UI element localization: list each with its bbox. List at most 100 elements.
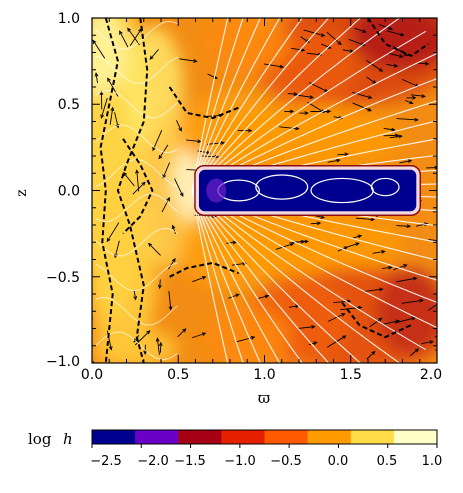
- arrow-shaft: [427, 303, 437, 311]
- arrow-head: [300, 47, 306, 52]
- arrow-head: [127, 27, 132, 32]
- colorbar-segment: [264, 430, 309, 444]
- arrow-shaft: [421, 341, 433, 344]
- velocity-arrow: [135, 169, 140, 192]
- arrow-shaft: [119, 30, 129, 48]
- arrow-shaft: [352, 102, 372, 112]
- velocity-arrow: [289, 239, 306, 244]
- arrow-shaft: [405, 99, 413, 104]
- arrow-shaft: [366, 351, 376, 360]
- arrow-head: [108, 346, 113, 351]
- velocity-arrow: [284, 109, 295, 114]
- arrow-shaft: [383, 128, 395, 131]
- velocity-arrow: [383, 133, 400, 138]
- arrow-shaft: [177, 328, 187, 338]
- y-tick-labels: 1.0 0.5 0.0 −0.5 −1.0: [46, 11, 80, 370]
- arrow-head: [411, 316, 416, 321]
- colorbar-tick-label: 1.0: [422, 454, 443, 469]
- velocity-arrow: [381, 265, 393, 270]
- arrow-shaft: [365, 59, 383, 72]
- arrow-head: [106, 237, 111, 243]
- colorbar-ticks: [91, 444, 438, 448]
- field-line: [95, 193, 178, 222]
- velocity-arrow: [389, 134, 403, 139]
- arrow-shaft: [288, 305, 299, 308]
- arrow-head: [409, 100, 414, 105]
- arrow-shaft: [307, 101, 325, 113]
- x-tick-labels: 0.0 0.5 1.0 1.5 2.0: [81, 367, 442, 383]
- arrow-head: [300, 239, 306, 244]
- arrow-shaft: [168, 258, 176, 270]
- velocity-arrow: [143, 344, 148, 355]
- arrow-head: [178, 127, 182, 132]
- arrow-shaft: [409, 348, 419, 357]
- arrow-head: [403, 264, 408, 268]
- arrow-head: [157, 284, 162, 290]
- disk-fill: [198, 169, 417, 212]
- arrow-head: [232, 240, 238, 245]
- dashed-contour: [122, 138, 154, 235]
- velocity-arrow: [401, 298, 424, 304]
- arrow-shaft: [416, 62, 429, 65]
- field-line: [191, 18, 244, 191]
- arrow-shaft: [263, 63, 284, 68]
- field-line: [95, 55, 178, 84]
- arrow-shaft: [127, 28, 140, 46]
- arrow-head: [155, 337, 160, 342]
- arrow-head: [358, 305, 363, 310]
- arrow-shaft: [95, 73, 98, 83]
- arrow-shaft: [186, 139, 201, 143]
- velocity-arrow: [132, 181, 146, 195]
- arrow-head: [289, 109, 295, 114]
- arrow-shaft: [399, 160, 412, 164]
- arrow-shaft: [369, 317, 383, 328]
- arrow-shaft: [401, 299, 423, 304]
- arrow-head: [414, 117, 419, 122]
- arrow-shaft: [235, 336, 255, 343]
- field-line: [191, 18, 281, 191]
- velocity-arrow: [386, 30, 405, 37]
- arrow-shaft: [372, 250, 385, 254]
- velocity-arrow: [147, 242, 161, 256]
- velocity-arrow: [168, 257, 176, 270]
- arrow-shaft: [129, 28, 142, 47]
- field-line: [191, 190, 261, 363]
- velocity-arrow: [133, 290, 138, 301]
- arrow-head: [141, 181, 146, 186]
- arrow-head: [381, 249, 386, 254]
- arrow-head: [400, 32, 405, 37]
- disk-field-loop: [370, 177, 400, 197]
- dashed-contour: [341, 301, 412, 339]
- field-line: [191, 190, 229, 363]
- arrow-shaft: [308, 341, 317, 346]
- field-line: [191, 190, 427, 351]
- velocity-arrow: [207, 141, 226, 145]
- arrow-head: [313, 341, 318, 346]
- colorbar-segment: [350, 430, 395, 444]
- velocity-arrow: [303, 29, 326, 37]
- arrow-shaft: [114, 240, 120, 258]
- arrow-shaft: [174, 178, 184, 197]
- colorbar-tick-label: 0.0: [328, 454, 349, 469]
- arrow-head: [149, 55, 154, 60]
- arrow-shaft: [279, 126, 299, 130]
- arrow-head: [370, 217, 376, 222]
- arrow-shaft: [396, 118, 418, 121]
- arrow-head: [133, 295, 138, 301]
- x-tick-label: 1.0: [253, 367, 275, 383]
- arrow-head: [424, 61, 430, 66]
- velocity-arrow: [298, 325, 316, 329]
- plot-area: [92, 18, 437, 363]
- arrow-head: [406, 224, 412, 229]
- y-tick-label: 1.0: [58, 11, 80, 27]
- velocity-arrow: [174, 178, 184, 198]
- arrow-shaft: [109, 107, 114, 125]
- velocity-arrow: [428, 239, 437, 241]
- velocity-arrow: [381, 319, 400, 325]
- arrow-shaft: [149, 49, 159, 60]
- arrow-head: [295, 126, 300, 131]
- arrow-head: [201, 332, 207, 337]
- arrow-head: [293, 92, 299, 96]
- arrow-shaft: [410, 94, 425, 97]
- velocity-arrow: [100, 97, 108, 119]
